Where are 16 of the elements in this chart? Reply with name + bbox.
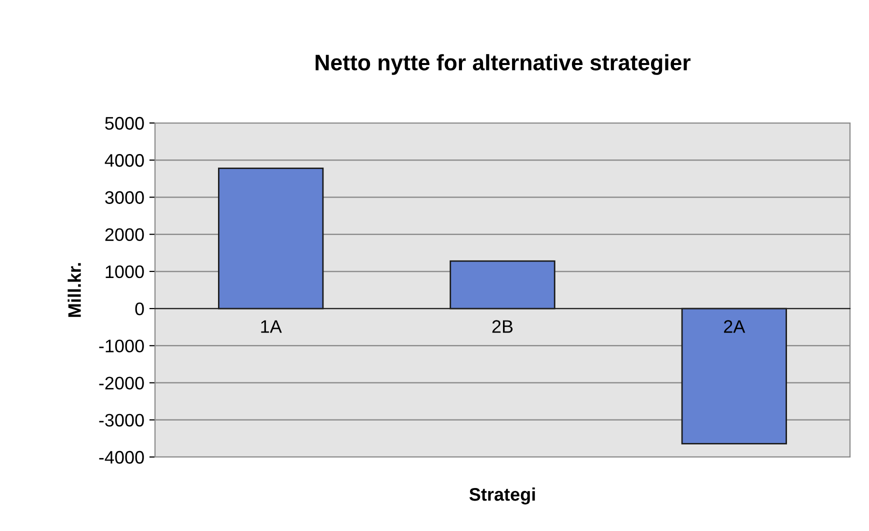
y-tick-label: 1000	[106, 265, 144, 278]
y-tick-label: -1000	[99, 340, 144, 352]
y-tick-label: -2000	[99, 376, 144, 390]
chart-title: Netto nytte for alternative strategier	[316, 54, 690, 75]
y-axis-title: Mill.kr.	[68, 263, 81, 317]
x-axis-title: Strategi	[469, 488, 535, 504]
y-tick-label: 5000	[105, 116, 144, 130]
x-tick-label: 2B	[492, 320, 513, 333]
x-tick-label: 2A	[724, 320, 746, 333]
y-tick-label: 2000	[105, 228, 144, 242]
y-tick-label: -3000	[99, 414, 144, 427]
y-tick-label: 0	[135, 302, 144, 316]
y-tick-label: 3000	[105, 191, 144, 204]
x-tick-label: 1A	[261, 320, 282, 333]
y-tick-label: 4000	[104, 154, 144, 167]
y-tick-label: -4000	[99, 450, 144, 464]
